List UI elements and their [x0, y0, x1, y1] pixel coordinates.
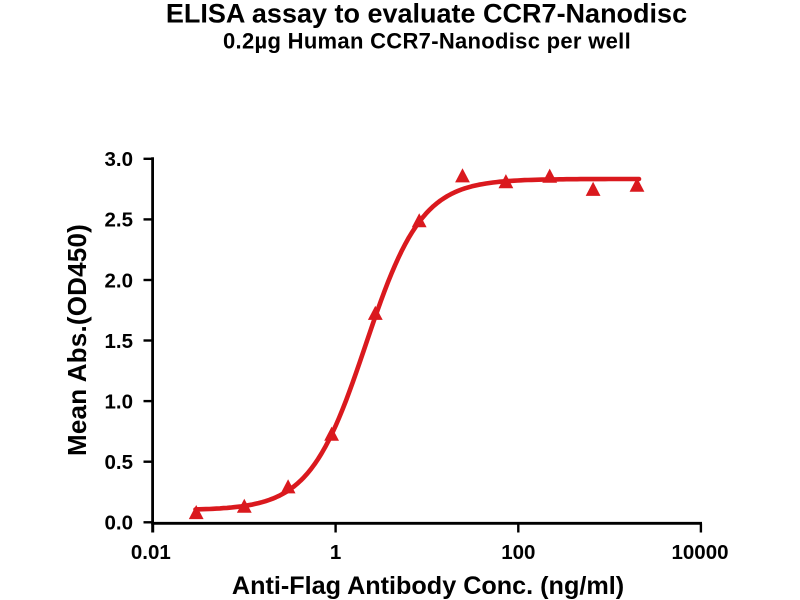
svg-text:1.5: 1.5 [105, 330, 134, 353]
svg-text:ELISA assay to evaluate CCR7-N: ELISA assay to evaluate CCR7-Nanodisc [166, 0, 687, 29]
svg-text:100: 100 [501, 541, 535, 564]
svg-text:Anti-Flag Antibody Conc. (ng/m: Anti-Flag Antibody Conc. (ng/ml) [232, 572, 624, 600]
svg-text:3.0: 3.0 [105, 148, 134, 171]
svg-text:2.0: 2.0 [105, 269, 134, 292]
svg-text:0.0: 0.0 [105, 512, 134, 535]
svg-text:1.0: 1.0 [105, 390, 134, 413]
svg-text:1: 1 [330, 541, 341, 564]
svg-text:0.5: 0.5 [105, 451, 134, 474]
svg-text:10000: 10000 [671, 541, 728, 564]
svg-text:2.5: 2.5 [105, 209, 134, 232]
svg-text:0.01: 0.01 [131, 541, 171, 564]
svg-text:0.2µg Human CCR7-Nanodisc per: 0.2µg Human CCR7-Nanodisc per well [223, 28, 631, 53]
svg-text:Mean Abs.(OD450): Mean Abs.(OD450) [62, 224, 92, 456]
